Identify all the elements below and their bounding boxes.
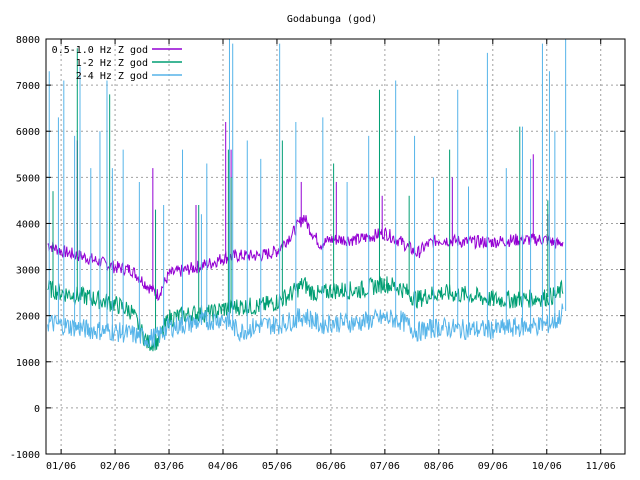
x-tick-label: 08/06: [424, 461, 454, 472]
y-tick-label: 4000: [16, 219, 40, 230]
series-line: [47, 214, 564, 302]
series-line: [47, 275, 564, 352]
x-tick-label: 07/06: [370, 461, 400, 472]
x-tick-label: 11/06: [586, 461, 616, 472]
axes: -1000 0 1000 2000 3000 4000 5000 6000 7000 8000 01…: [10, 35, 625, 472]
y-tick-label: 0: [34, 404, 40, 415]
y-tick-label: 8000: [16, 35, 40, 46]
plot-frame: [45, 38, 626, 455]
y-tick-label: 5000: [16, 173, 40, 184]
x-tick-label: 01/06: [46, 461, 76, 472]
series-line: [47, 303, 564, 348]
y-tick-label: 2000: [16, 312, 40, 323]
legend: 0.5-1.0 Hz Z god 1-2 Hz Z god 2-4 Hz Z god: [52, 45, 182, 82]
legend-label: 2-4 Hz Z god: [76, 71, 148, 82]
y-tick-label: 3000: [16, 266, 40, 277]
legend-label: 1-2 Hz Z god: [76, 58, 148, 69]
y-tick-label: 6000: [16, 127, 40, 138]
x-tick-label: 06/06: [316, 461, 346, 472]
series-layer: [47, 39, 567, 352]
x-tick-label: 03/06: [154, 461, 184, 472]
x-tick-label: 05/06: [262, 461, 292, 472]
y-tick-label: -1000: [10, 450, 40, 461]
y-tick-label: 7000: [16, 81, 40, 92]
x-tick-label: 09/06: [478, 461, 508, 472]
x-tick-label: 02/06: [100, 461, 130, 472]
x-tick-label: 04/06: [208, 461, 238, 472]
chart-title: Godabunga (god): [287, 14, 377, 25]
y-tick-label: 1000: [16, 358, 40, 369]
x-tick-label: 10/06: [532, 461, 562, 472]
grid: [46, 38, 625, 455]
legend-label: 0.5-1.0 Hz Z god: [52, 45, 148, 56]
